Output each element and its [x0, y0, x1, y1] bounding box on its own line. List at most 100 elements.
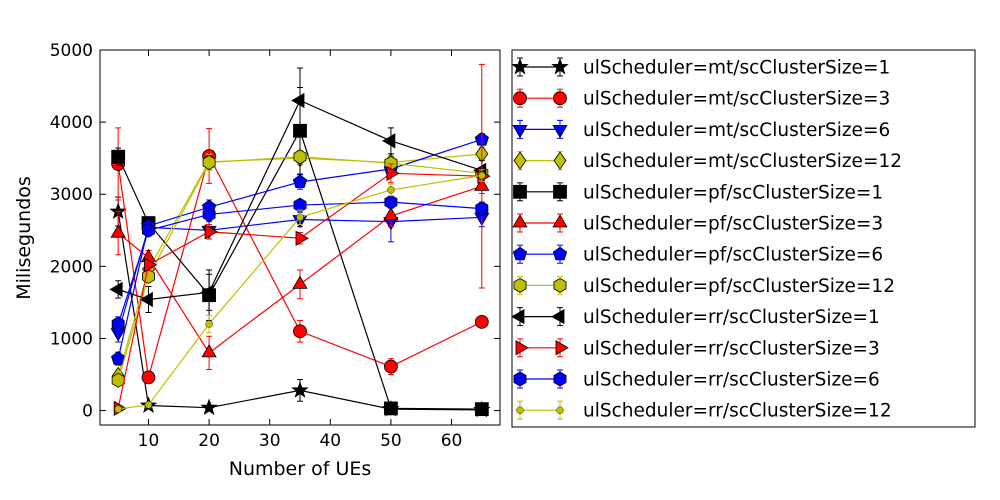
data-point: [292, 174, 308, 189]
legend-label: ulScheduler=rr/scClusterSize=12: [583, 401, 892, 422]
plot-area: 10 20 30 40 50 60 0 1000 2000 3000 4000 5000: [50, 41, 501, 451]
legend-marker: [513, 91, 527, 106]
series-line: [117, 172, 482, 409]
x-tick-label: 50: [380, 431, 402, 451]
legend-marker: [555, 340, 569, 356]
legend-marker: [553, 151, 567, 170]
series-line: [117, 129, 482, 410]
legend-item-1: ulScheduler=mt/scClusterSize=1: [511, 57, 890, 79]
series-line: [117, 154, 483, 378]
data-point: [382, 133, 396, 149]
data-point: [111, 316, 125, 332]
legend-marker: [513, 184, 527, 199]
data-point: [295, 230, 309, 246]
x-tick-label: 20: [198, 431, 220, 451]
data-point: [386, 165, 400, 181]
y-axis-label: Milisegundos: [13, 176, 35, 300]
data-point: [478, 171, 486, 180]
x-axis-label: Number of UEs: [229, 458, 372, 480]
data-point: [292, 275, 308, 289]
legend-label: ulScheduler=mt/scClusterSize=3: [583, 89, 890, 110]
legend-label: ulScheduler=mt/scClusterSize=1: [583, 58, 890, 79]
data-point: [111, 372, 125, 388]
data-point: [200, 284, 214, 300]
data-point: [201, 344, 217, 358]
legend-label: ulScheduler=mt/scClusterSize=12: [583, 151, 902, 172]
legend-marker: [551, 57, 569, 75]
legend-marker: [552, 125, 568, 139]
data-point: [204, 224, 218, 240]
series-line: [117, 156, 482, 381]
legend-item-10: ulScheduler=rr/scClusterSize=3: [515, 338, 880, 359]
legend: ulScheduler=mt/scClusterSize=1 ulSchedule…: [511, 49, 976, 428]
plot-frame: [99, 49, 501, 426]
x-tick-label: 60: [441, 431, 463, 451]
series-line: [117, 138, 483, 359]
data-point: [293, 324, 307, 339]
data-point: [144, 257, 158, 273]
data-point: [114, 405, 122, 413]
data-point: [296, 213, 304, 222]
data-point: [110, 224, 126, 238]
data-point: [200, 398, 218, 416]
legend-item-4: ulScheduler=mt/scClusterSize=12: [513, 151, 902, 172]
series-8: [111, 149, 489, 388]
y-tick-label: 1000: [50, 329, 93, 349]
series-11: [111, 194, 489, 332]
y-axis-ticks: 0 1000 2000 3000 4000 5000: [50, 41, 500, 422]
data-point: [141, 370, 156, 385]
legend-item-11: ulScheduler=rr/scClusterSize=6: [513, 369, 880, 391]
data-point: [384, 194, 398, 210]
x-tick-label: 40: [319, 431, 341, 451]
data-point: [144, 401, 153, 409]
legend-item-3: ulScheduler=mt/scClusterSize=6: [512, 120, 890, 141]
x-tick-label: 30: [259, 431, 281, 451]
data-point: [139, 291, 153, 308]
legend-label: ulScheduler=pf/scClusterSize=12: [583, 276, 895, 297]
legend-label: ulScheduler=pf/scClusterSize=6: [583, 245, 883, 266]
series-line: [117, 201, 482, 325]
legend-marker: [513, 371, 527, 387]
y-tick-label: 3000: [50, 185, 93, 205]
legend-marker: [553, 277, 567, 293]
legend-label: ulScheduler=pf/scClusterSize=3: [583, 214, 883, 235]
y-tick-label: 0: [82, 402, 93, 422]
series-9: [109, 67, 487, 313]
data-point: [111, 351, 126, 365]
legend-item-8: ulScheduler=pf/scClusterSize=12: [513, 275, 895, 297]
legend-label: ulScheduler=rr/scClusterSize=3: [583, 338, 880, 359]
legend-marker: [556, 406, 564, 414]
data-point: [142, 222, 155, 238]
legend-marker: [513, 277, 527, 293]
legend-marker: [513, 151, 527, 170]
series-line: [118, 174, 482, 410]
data-point: [384, 401, 398, 416]
legend-item-12: ulScheduler=rr/scClusterSize=12: [516, 400, 892, 422]
series-layer: [109, 63, 491, 418]
legend-marker: [552, 246, 568, 261]
legend-label: ulScheduler=rr/scClusterSize=6: [583, 370, 880, 391]
series-line: [117, 185, 483, 354]
legend-frame: [511, 49, 976, 428]
legend-marker: [512, 125, 528, 139]
legend-marker: [512, 214, 528, 228]
x-axis-ticks: 10 20 30 40 50 60: [138, 50, 463, 451]
legend-label: ulScheduler=rr/scClusterSize=1: [583, 307, 880, 328]
data-point: [384, 359, 398, 374]
legend-marker: [553, 184, 567, 199]
legend-item-2: ulScheduler=mt/scClusterSize=3: [513, 88, 890, 110]
data-point: [291, 381, 309, 398]
legend-marker: [553, 371, 567, 387]
legend-marker: [553, 91, 567, 106]
data-point: [291, 92, 305, 109]
legend-item-9: ulScheduler=rr/scClusterSize=1: [511, 307, 880, 328]
series-10: [113, 63, 491, 417]
legend-item-5: ulScheduler=pf/scClusterSize=1: [513, 182, 883, 203]
legend-marker: [552, 214, 568, 228]
series-12: [114, 169, 486, 413]
data-point: [205, 320, 213, 328]
data-point: [202, 206, 216, 222]
x-tick-label: 10: [138, 431, 160, 451]
legend-marker: [551, 308, 565, 325]
